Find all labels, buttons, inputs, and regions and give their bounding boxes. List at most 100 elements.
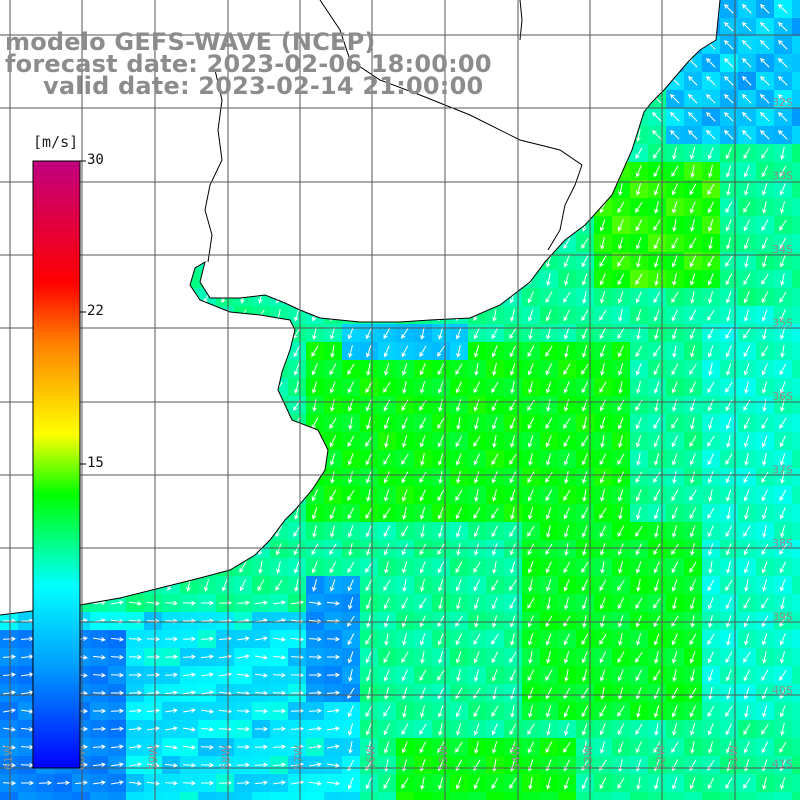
wind-arrow [581,705,589,718]
colorbar-tick-label: 30 [87,152,104,168]
wind-arrow [437,741,445,754]
field-cell [792,144,800,162]
wind-arrow [653,579,660,592]
wind-arrow [254,672,269,678]
wind-arrow [707,723,714,736]
wind-arrow [111,690,125,696]
field-cell [792,756,800,774]
wind-arrow [509,597,517,610]
wind-arrow [383,399,391,412]
wind-arrow [383,669,390,682]
wind-arrow [383,741,390,754]
wind-arrow [725,417,732,430]
wind-arrow [239,561,247,574]
wind-arrow [581,381,589,394]
wind-arrow [147,654,161,660]
wind-arrow [599,543,606,556]
wind-arrow [182,744,197,750]
wind-arrow [672,597,677,610]
wind-arrow [309,672,323,678]
wind-arrow [581,237,589,249]
wind-arrow [707,543,714,556]
wind-arrow [329,453,336,466]
wind-arrow [779,417,787,429]
wind-arrow [527,633,534,646]
wind-arrow [563,579,570,592]
wind-arrow [239,579,246,592]
wind-arrow [509,651,517,664]
wind-arrow [653,687,660,700]
wind-arrow [347,579,354,592]
wind-arrow [581,471,588,484]
wind-arrow [329,363,337,376]
wind-arrow [779,741,787,754]
wind-arrow [672,471,677,484]
wind-arrow [473,561,481,573]
wind-arrow [329,417,337,429]
wind-arrow [742,130,752,140]
wind-arrow [707,669,714,682]
wind-arrow [581,345,588,358]
wind-arrow [290,726,305,732]
field-cell [792,630,800,648]
wind-arrow [491,525,499,538]
wind-arrow [110,654,125,660]
wind-arrow [636,327,641,340]
wind-arrow [272,762,287,768]
wind-arrow [743,363,750,376]
wind-arrow [366,489,371,502]
wind-arrow [743,309,750,322]
wind-arrow [165,636,179,642]
wind-arrow [2,690,16,695]
field-cell [792,0,800,18]
wind-arrow [186,579,191,592]
wind-arrow [237,744,251,750]
wind-arrow [743,651,751,663]
wind-arrow [474,417,479,430]
field-cell [180,792,198,800]
field-cell [792,270,800,288]
field-cell [360,792,378,800]
wind-arrow [182,672,197,678]
wind-arrow [780,471,785,484]
wind-arrow [778,58,788,68]
wind-arrow [182,690,196,695]
wind-arrow [509,687,516,700]
wind-arrow [689,453,696,466]
wind-arrow [725,327,733,340]
wind-arrow [473,345,480,358]
wind-arrow [545,669,553,681]
wind-arrow [671,507,678,520]
wind-arrow [563,255,570,268]
wind-arrow [742,58,752,68]
wind-arrow [761,255,768,268]
wind-arrow [203,579,210,592]
field-cell [630,792,648,800]
wind-arrow [455,507,462,520]
wind-arrow [779,705,786,718]
wind-arrow [743,489,750,502]
wind-arrow [707,345,714,358]
wind-arrow [760,130,770,140]
wind-arrow [383,543,390,556]
wind-arrow [128,708,143,714]
field-cell [504,792,522,800]
wind-arrow [779,219,787,231]
wind-arrow [779,561,787,574]
wind-arrow [401,345,409,358]
wind-arrow [564,597,569,610]
wind-arrow [293,525,301,537]
wind-arrow [653,309,660,322]
wind-arrow [689,525,696,538]
wind-arrow [38,780,53,786]
wind-arrow [473,327,480,340]
wind-arrow [365,669,372,682]
wind-arrow [419,597,427,609]
wind-arrow [311,345,319,358]
wind-arrow [92,637,106,642]
wind-arrow [383,327,391,340]
wind-arrow [635,309,642,322]
wind-arrow [527,687,534,700]
wind-arrow [653,471,661,483]
wind-arrow [455,633,463,646]
